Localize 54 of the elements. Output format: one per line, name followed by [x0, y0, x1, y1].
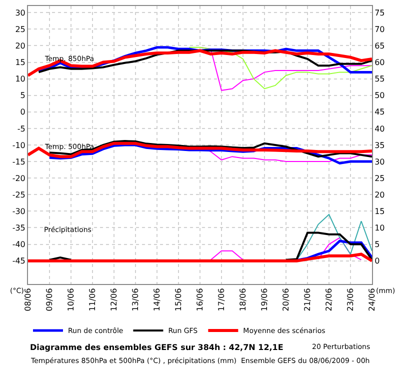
- x-tick-label: 13/06: [131, 288, 140, 312]
- x-tick-label: 21/06: [303, 288, 312, 312]
- x-tick-label: 14/06: [152, 288, 162, 312]
- y2-tick-label: 60: [374, 58, 385, 68]
- y-tick-label: -35: [12, 224, 26, 233]
- y-tick-label: 30: [15, 8, 26, 18]
- y-tick-label: 5: [20, 91, 26, 100]
- x-tick-label: 20/06: [282, 288, 291, 312]
- y-tick-label: 0: [20, 108, 26, 117]
- y2-tick-label: 15: [374, 206, 385, 216]
- y-tick-label: 10: [15, 74, 26, 84]
- x-tick-label: 11/06: [88, 288, 98, 312]
- x-tick-label: 09/06: [45, 288, 54, 312]
- y-tick-label: 20: [15, 42, 26, 51]
- x-tick-label: 24/06: [368, 288, 377, 312]
- x-tick-label: 16/06: [196, 288, 205, 312]
- x-tick-label: 19/06: [260, 288, 270, 312]
- y2-tick-label: 55: [374, 74, 385, 84]
- x-tick-label: 17/06: [217, 288, 226, 312]
- x-tick-label: 08/06: [24, 288, 33, 312]
- y-tick-label: -40: [12, 240, 26, 250]
- y2-tick-label: 20: [374, 190, 385, 200]
- y-tick-label: -5: [17, 124, 26, 134]
- y2-tick-label: 30: [374, 157, 385, 166]
- line-series: [296, 214, 372, 260]
- y2-tick-label: 65: [374, 42, 385, 51]
- y-tick-label: -25: [12, 190, 26, 200]
- y-tick-label: -30: [12, 206, 26, 216]
- x-tick-label: 22/06: [324, 288, 334, 312]
- x-tick-label: 10/06: [66, 288, 76, 312]
- y2-tick-label: 0: [374, 256, 380, 266]
- line-series: [28, 49, 372, 77]
- line-series: [28, 252, 372, 262]
- y-tick-label: -20: [12, 174, 26, 183]
- x-tick-label: 18/06: [238, 288, 248, 312]
- y-tick-label: -10: [12, 140, 26, 150]
- y2-tick-label: 5: [374, 240, 380, 250]
- y-tick-label: 25: [15, 24, 26, 34]
- y-tick-label: -15: [12, 157, 26, 166]
- y2-tick-label: 35: [374, 140, 385, 150]
- x-tick-label: 12/06: [110, 288, 119, 312]
- y2-tick-label: 50: [374, 91, 385, 100]
- y2-tick-label: 70: [374, 24, 385, 34]
- text: Diagramme des ensembles GEFS sur 384h : 42,7N 12,1E: [30, 343, 284, 352]
- y2-tick-label: 40: [374, 124, 385, 134]
- y-tick-label: -45: [12, 256, 26, 266]
- y-tick-label: 15: [15, 58, 26, 68]
- x-tick-label: 15/06: [174, 288, 184, 312]
- x-tick-label: 23/06: [346, 288, 356, 312]
- y2-tick-label: 75: [374, 8, 385, 18]
- y2-tick-label: 25: [374, 174, 385, 183]
- line-series: [28, 142, 372, 158]
- y2-tick-label: 45: [374, 108, 385, 117]
- y2-tick-label: 10: [374, 224, 385, 233]
